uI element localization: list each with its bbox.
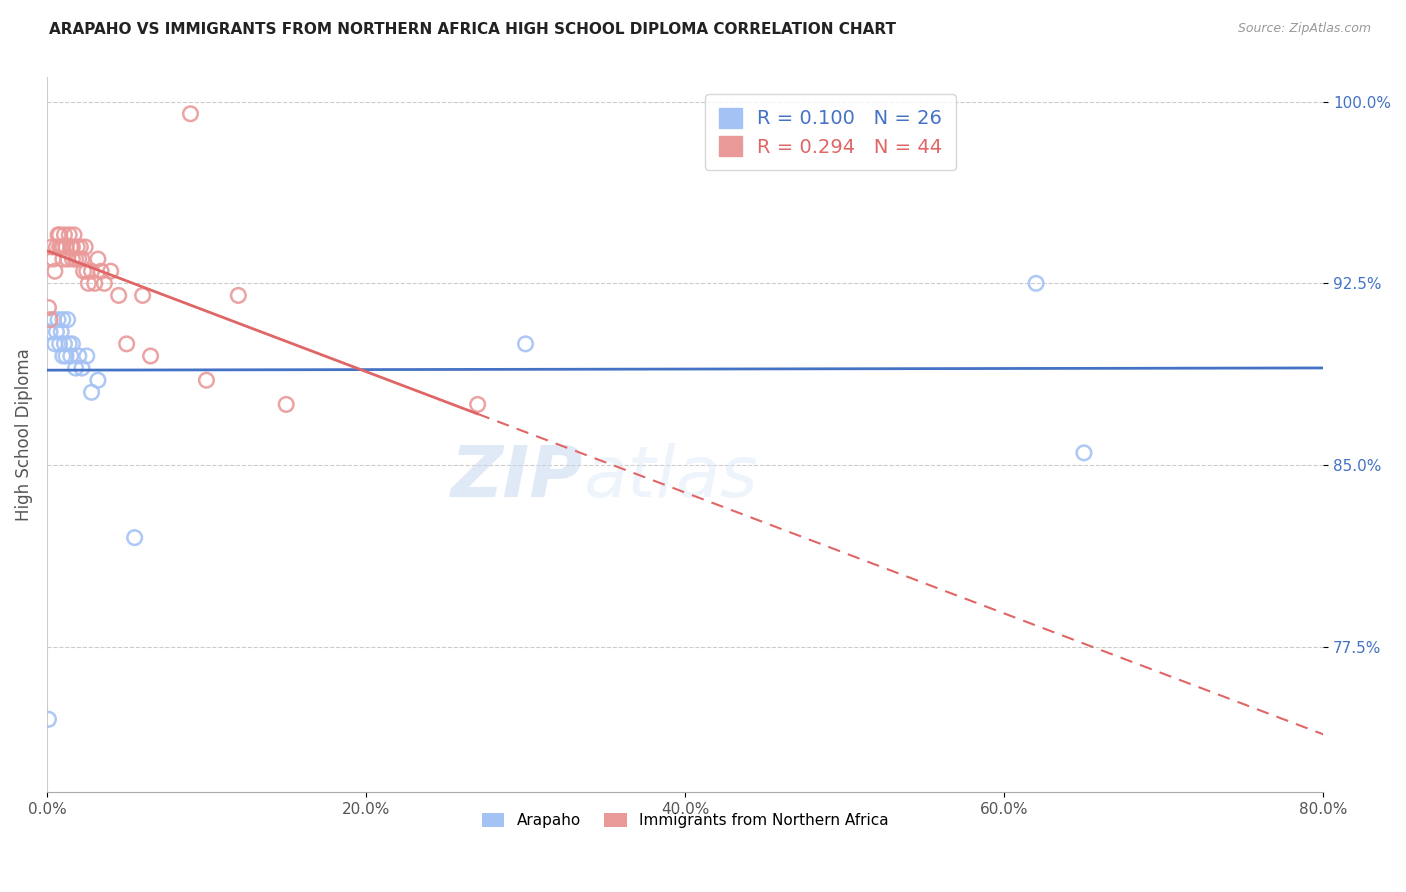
Point: [46, 312, 69, 326]
Point: [44, 337, 66, 351]
Point: [70, 361, 93, 376]
Point: [70, 252, 93, 266]
Point: [76, 349, 98, 363]
Point: [52, 252, 75, 266]
Point: [37, 712, 59, 726]
Point: [131, 288, 153, 302]
Point: [76, 264, 98, 278]
Text: ARAPAHO VS IMMIGRANTS FROM NORTHERN AFRICA HIGH SCHOOL DIPLOMA CORRELATION CHART: ARAPAHO VS IMMIGRANTS FROM NORTHERN AFRI…: [49, 22, 896, 37]
Point: [44, 264, 66, 278]
Point: [66, 240, 89, 254]
Text: Source: ZipAtlas.com: Source: ZipAtlas.com: [1237, 22, 1371, 36]
Point: [77, 277, 100, 291]
Point: [228, 288, 250, 302]
Point: [45, 325, 67, 339]
Point: [42, 312, 65, 326]
Point: [93, 277, 115, 291]
Point: [55, 240, 77, 254]
Point: [42, 252, 65, 266]
Point: [83, 277, 105, 291]
Point: [53, 227, 76, 242]
Point: [87, 252, 110, 266]
Point: [52, 240, 75, 254]
Point: [48, 337, 70, 351]
Point: [115, 337, 138, 351]
Point: [100, 264, 122, 278]
Point: [37, 301, 59, 315]
Point: [1073, 446, 1095, 460]
Point: [39, 325, 62, 339]
Point: [65, 252, 87, 266]
Point: [56, 252, 79, 266]
Point: [75, 240, 97, 254]
Point: [515, 337, 537, 351]
Point: [72, 264, 94, 278]
Point: [56, 312, 79, 326]
Point: [39, 312, 62, 326]
Point: [55, 349, 77, 363]
Point: [65, 361, 87, 376]
Point: [52, 312, 75, 326]
Point: [63, 227, 86, 242]
Point: [51, 240, 73, 254]
Point: [107, 288, 129, 302]
Point: [58, 337, 80, 351]
Point: [59, 240, 82, 254]
Point: [51, 325, 73, 339]
Legend: Arapaho, Immigrants from Northern Africa: Arapaho, Immigrants from Northern Africa: [475, 807, 894, 834]
Point: [52, 349, 75, 363]
Point: [46, 227, 69, 242]
Point: [87, 373, 110, 387]
Text: atlas: atlas: [583, 443, 758, 512]
Point: [41, 240, 63, 254]
Point: [67, 252, 90, 266]
Point: [59, 349, 82, 363]
Point: [48, 227, 70, 242]
Point: [467, 397, 489, 411]
Point: [53, 337, 76, 351]
Point: [45, 240, 67, 254]
Point: [90, 264, 112, 278]
Point: [80, 264, 103, 278]
Point: [80, 385, 103, 400]
Point: [62, 337, 84, 351]
Text: ZIP: ZIP: [451, 443, 583, 512]
Point: [276, 397, 298, 411]
Point: [48, 240, 70, 254]
Point: [67, 349, 90, 363]
Point: [62, 252, 84, 266]
Point: [1025, 277, 1047, 291]
Point: [58, 227, 80, 242]
Point: [62, 240, 84, 254]
Y-axis label: High School Diploma: High School Diploma: [15, 348, 32, 521]
Point: [179, 107, 201, 121]
Point: [195, 373, 218, 387]
Point: [124, 531, 146, 545]
Point: [139, 349, 162, 363]
Point: [69, 240, 91, 254]
